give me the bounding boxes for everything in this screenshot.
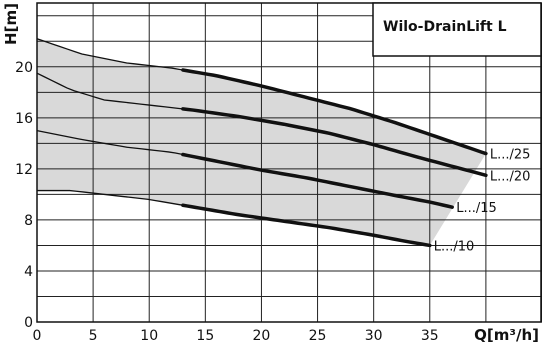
x-tick-label: 10 (140, 328, 158, 344)
x-tick-label: 30 (365, 328, 383, 344)
y-axis-title: H[m] (2, 3, 20, 45)
series-curve-bold-4 (181, 203, 432, 248)
y-tick-label: 4 (24, 264, 33, 280)
title-box (372, 2, 542, 57)
series-label-3: L.../15 (456, 201, 497, 216)
y-tick-label: 8 (24, 213, 33, 229)
x-tick-label: 25 (309, 328, 327, 344)
y-tick-label: 0 (24, 315, 33, 331)
y-tick-label: 20 (15, 60, 33, 76)
series-label-2: L.../20 (490, 169, 531, 184)
series-curve-bold-2 (181, 107, 488, 178)
x-tick-label: 35 (421, 328, 439, 344)
x-tick-label: 0 (33, 328, 42, 344)
y-tick-label: 16 (15, 111, 33, 127)
series-curve-bold-3 (181, 152, 454, 209)
series-label-1: L.../25 (490, 148, 531, 163)
plot-frame (36, 2, 542, 323)
x-tick-label: 20 (253, 328, 271, 344)
x-tick-label: 5 (89, 328, 98, 344)
y-tick-label: 12 (15, 162, 33, 178)
chart-title: Wilo-DrainLift L (383, 19, 507, 35)
series-curve-bold-1 (181, 68, 488, 156)
x-axis-title: Q[m³/h] (474, 326, 539, 344)
series-label-4: L.../10 (434, 239, 475, 254)
x-tick-label: 15 (196, 328, 214, 344)
